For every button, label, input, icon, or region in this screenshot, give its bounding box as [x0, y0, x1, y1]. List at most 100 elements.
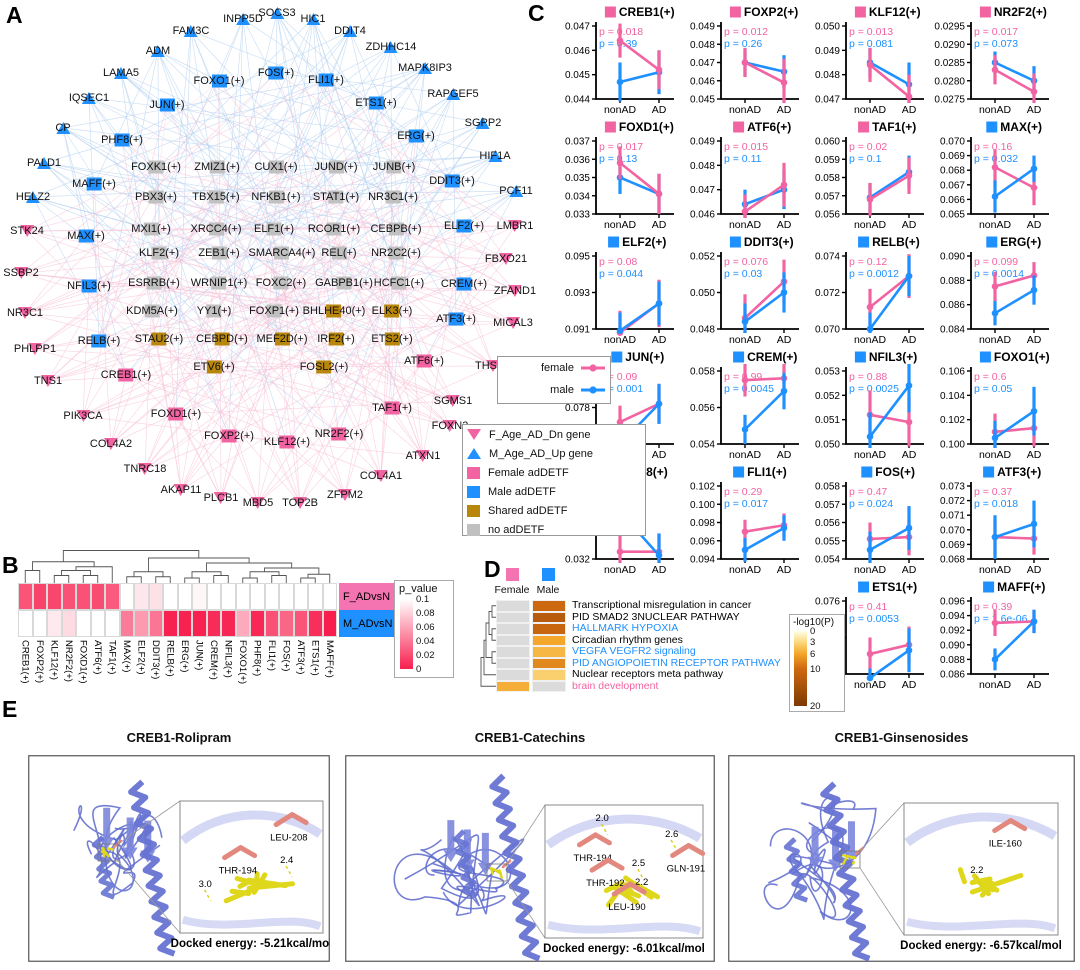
- docking-title: CREB1-Catechins: [474, 730, 586, 745]
- svg-text:LEU-208: LEU-208: [270, 833, 308, 844]
- pathway-cell: [532, 623, 566, 635]
- pvalue-cell: [47, 610, 62, 637]
- svg-text:3.0: 3.0: [199, 879, 212, 890]
- network-node-label: FOXP2(+): [204, 430, 254, 442]
- svg-text:0.044: 0.044: [565, 95, 590, 106]
- network-node-label: NR3C1: [6, 307, 44, 319]
- svg-text:0.049: 0.049: [815, 46, 840, 57]
- svg-text:nonAD: nonAD: [854, 679, 887, 691]
- heatmap-column-label: FLI1(+): [266, 640, 277, 671]
- svg-text:nonAD: nonAD: [729, 334, 762, 346]
- pvalue-cell: [279, 583, 294, 610]
- male-addetf-marker: [408, 129, 424, 143]
- svg-text:0.049: 0.049: [690, 22, 715, 33]
- triangle-up-icon: [467, 448, 481, 459]
- svg-text:2.0: 2.0: [596, 813, 609, 824]
- pvalue-cell: [177, 610, 192, 637]
- network-node: ELK3(+): [372, 304, 412, 318]
- pathway-cell: [532, 611, 566, 623]
- network-node-label: YY1(+): [196, 305, 232, 317]
- svg-text:0.048: 0.048: [690, 325, 715, 336]
- svg-text:nonAD: nonAD: [854, 449, 887, 461]
- network-node-label: FBXO21: [484, 253, 528, 265]
- svg-text:ATF3(+): ATF3(+): [997, 465, 1041, 479]
- svg-text:0.0295: 0.0295: [934, 22, 965, 33]
- network-node-label: NR2F2(+): [314, 428, 364, 440]
- svg-text:0.050: 0.050: [815, 22, 840, 33]
- heatmap-column-label: NR2F2(+): [63, 640, 74, 682]
- network-node-label: GABPB1(+): [315, 277, 373, 289]
- svg-text:0.094: 0.094: [690, 555, 715, 566]
- network-node-label: ATF6(+): [404, 355, 444, 367]
- svg-text:0.050: 0.050: [690, 288, 715, 299]
- network-node-label: FOXK1(+): [131, 161, 181, 173]
- trajectory-plot-ATF6(+): 0.046 0.047 0.048 0.049 nonAD AD ATF6(+) p = 0.…: [690, 120, 799, 231]
- male-addetf-marker: [318, 73, 334, 87]
- network-node-label: TBX15(+): [192, 191, 240, 203]
- pvalue-cell: [250, 610, 265, 637]
- network-node: TOP2B: [282, 497, 318, 509]
- square-icon: [467, 466, 480, 479]
- pvalue-cell: [192, 583, 207, 610]
- svg-text:nonAD: nonAD: [854, 104, 887, 116]
- female-down-gene-triangle-icon: [373, 470, 388, 482]
- pvalue-cell: [32, 610, 47, 637]
- protein-structure-image: LEU-208 2.4 THR-194 3.0 Docked energy: -5.21…: [28, 755, 330, 962]
- square-icon: [467, 485, 480, 498]
- svg-text:AD: AD: [777, 219, 792, 231]
- sex-legend-item: male: [498, 379, 610, 401]
- pathway-cell: [496, 611, 530, 623]
- svg-text:p = 0.076: p = 0.076: [724, 256, 768, 268]
- network-node-label: HELZ2: [15, 191, 51, 203]
- network-node: SGPP2: [465, 117, 501, 129]
- shared-addetf-marker: [326, 304, 342, 318]
- network-node-label: ETS2(+): [371, 333, 413, 345]
- svg-text:JUN(+): JUN(+): [625, 350, 664, 364]
- svg-text:0.060: 0.060: [815, 137, 840, 148]
- trajectory-plot-FOXO1(+): 0.100 0.102 0.104 0.106 nonAD AD FOXO1(+) p = 0…: [940, 350, 1050, 461]
- pvalue-cell: [76, 583, 91, 610]
- network-node-label: JUNB(+): [372, 161, 416, 173]
- svg-text:0.033: 0.033: [565, 210, 590, 221]
- network-node-label: ERG(+): [397, 130, 435, 142]
- network-node: LMBR1: [497, 220, 533, 232]
- svg-text:NFIL3(+): NFIL3(+): [869, 350, 917, 364]
- protein-structure-image: ILE-160 2.2 Docked energy: -6.57kcal/mol: [728, 755, 1075, 962]
- svg-text:2.2: 2.2: [635, 877, 648, 888]
- network-node: NR2F2(+): [314, 427, 364, 441]
- network-node: JUND(+): [314, 160, 358, 174]
- pvalue-cell: [47, 583, 62, 610]
- network-node-label: MICAL3: [493, 317, 533, 329]
- network-node: NR3C1: [7, 307, 43, 319]
- svg-text:DDIT3(+): DDIT3(+): [744, 235, 794, 249]
- male-up-gene-triangle-icon: [184, 25, 198, 37]
- svg-text:AD: AD: [902, 219, 917, 231]
- pvalue-cell: [250, 583, 265, 610]
- pvalue-cell: [148, 610, 163, 637]
- female-down-gene-triangle-icon: [293, 497, 307, 509]
- pvalue-cell: [322, 610, 337, 637]
- pvalue-cell: [32, 583, 47, 610]
- network-node-label: COL4A1: [359, 470, 403, 482]
- network-node: FOXC2(+): [256, 276, 306, 290]
- network-node-label: KLF2(+): [138, 247, 180, 259]
- svg-text:AD: AD: [652, 449, 667, 461]
- network-node-label: SSBP2: [3, 267, 39, 279]
- svg-text:AD: AD: [1027, 449, 1042, 461]
- svg-text:p = 0.37: p = 0.37: [974, 486, 1012, 498]
- male-addetf-marker: [211, 74, 227, 88]
- network-node-label: KLF12(+): [263, 436, 311, 448]
- svg-text:AD: AD: [1027, 679, 1042, 691]
- network-node-label: TNRC18: [123, 463, 167, 475]
- pvalue-legend-tick: 0.04: [416, 636, 435, 647]
- svg-text:0.088: 0.088: [940, 655, 965, 666]
- svg-text:0.054: 0.054: [815, 555, 840, 566]
- svg-text:0.058: 0.058: [815, 173, 840, 184]
- network-node: ZFAND1: [494, 285, 536, 297]
- panel-d-label: D: [484, 556, 501, 582]
- svg-text:nonAD: nonAD: [854, 334, 887, 346]
- network-node-label: SMARCA4(+): [248, 247, 316, 259]
- svg-text:nonAD: nonAD: [979, 334, 1012, 346]
- svg-text:ELF2(+): ELF2(+): [622, 235, 666, 249]
- svg-text:Docked energy: -6.01kcal/mol: Docked energy: -6.01kcal/mol: [543, 943, 705, 955]
